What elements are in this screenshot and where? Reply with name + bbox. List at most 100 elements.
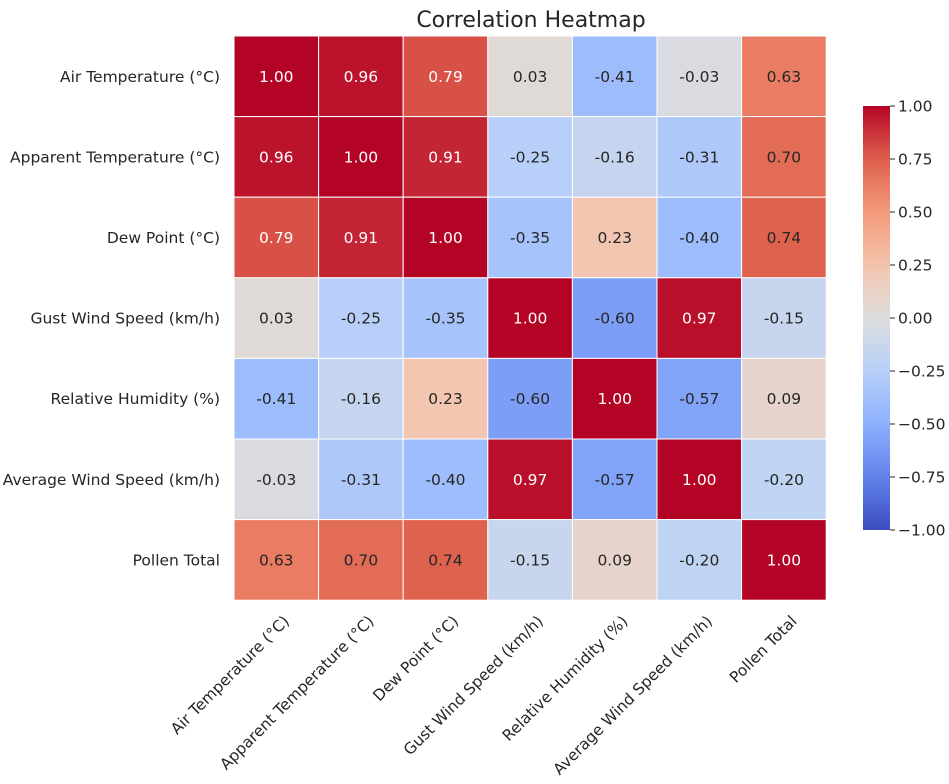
cell-value-label: -0.40 — [425, 471, 465, 489]
cell-value-label: 1.00 — [428, 229, 463, 247]
colorbar-tick-label: 0.25 — [898, 257, 933, 275]
cell-value-label: 1.00 — [344, 148, 379, 166]
colorbar-tick-label: 0.00 — [898, 310, 933, 328]
colorbar-tick-label: 1.00 — [898, 98, 933, 116]
row-tick-label: Pollen Total — [133, 551, 220, 569]
colorbar-gradient — [863, 106, 890, 530]
heatmap-cell — [402, 116, 489, 198]
cell-value-label: 0.96 — [344, 68, 379, 86]
heatmap-cell — [233, 519, 320, 601]
cell-value-label: -0.16 — [341, 390, 381, 408]
heatmap-cell — [741, 196, 827, 279]
cell-value-label: 0.97 — [682, 310, 717, 328]
cell-value-label: -0.57 — [595, 471, 635, 489]
heatmap-cell — [656, 196, 743, 279]
row-tick-label: Apparent Temperature (°C) — [10, 148, 220, 166]
colorbar: 1.00 0.75 0.50 0.25 0.00 −0.25 −0.50 −0.75 −1.00 — [863, 98, 946, 540]
heatmap-cell — [233, 277, 320, 359]
cell-value-label: -0.60 — [595, 310, 635, 328]
heatmap-cell — [233, 438, 320, 521]
heatmap-cell — [656, 35, 743, 118]
cell-value-label: 1.00 — [259, 68, 294, 86]
heatmap-cell — [571, 196, 658, 279]
cell-value-label: 0.23 — [597, 229, 632, 247]
cell-value-label: -0.03 — [679, 68, 719, 86]
row-tick-label: Gust Wind Speed (km/h) — [30, 310, 220, 328]
heatmap-cell — [656, 277, 743, 359]
heatmap-cell — [487, 519, 573, 601]
heatmap-cell — [571, 519, 658, 601]
colorbar-tick-label: −1.00 — [898, 522, 946, 540]
heatmap-cell — [233, 35, 320, 118]
cell-value-label: 0.70 — [344, 551, 379, 569]
row-tick-label: Average Wind Speed (km/h) — [3, 471, 220, 489]
heatmap-cell — [571, 35, 658, 118]
cell-value-label: 1.00 — [682, 471, 717, 489]
cell-value-label: -0.35 — [425, 310, 465, 328]
column-tick-label: Apparent Temperature (°C) — [216, 612, 377, 773]
colorbar-tick-label: −0.25 — [898, 363, 946, 381]
heatmap-cell — [741, 438, 827, 521]
heatmap-cell — [487, 196, 573, 279]
cell-value-label: -0.25 — [510, 148, 550, 166]
heatmap-cell — [402, 196, 489, 279]
cell-value-label: -0.20 — [764, 471, 804, 489]
heatmap-cell — [741, 519, 827, 601]
heatmap-cell — [233, 116, 320, 198]
chart-title: Correlation Heatmap — [416, 8, 645, 33]
cell-value-label: 0.70 — [767, 148, 802, 166]
heatmap-cell — [402, 438, 489, 521]
heatmap-cell — [741, 357, 827, 440]
cell-value-label: 1.00 — [513, 310, 548, 328]
column-tick-label: Pollen Total — [726, 612, 801, 687]
cell-value-label: -0.40 — [679, 229, 719, 247]
heatmap-cells: 1.00 0.96 0.79 0.03 -0.41 -0.03 0.63 0.96 1.00 0.… — [233, 35, 827, 601]
heatmap-cell — [656, 116, 743, 198]
heatmap-cell — [402, 35, 489, 118]
heatmap-cell — [318, 35, 404, 118]
cell-value-label: -0.35 — [510, 229, 550, 247]
cell-value-label: 0.91 — [428, 148, 463, 166]
row-tick-label: Air Temperature (°C) — [60, 68, 220, 86]
heatmap-cell — [487, 277, 573, 359]
cell-value-label: 0.23 — [428, 390, 463, 408]
heatmap-cell — [741, 116, 827, 198]
heatmap-cell — [571, 116, 658, 198]
cell-value-label: -0.15 — [764, 310, 804, 328]
cell-value-label: 0.74 — [767, 229, 802, 247]
cell-value-label: -0.41 — [595, 68, 635, 86]
heatmap-cell — [318, 196, 404, 279]
column-tick-labels: Air Temperature (°C)Apparent Temperature… — [167, 612, 800, 778]
cell-value-label: 0.03 — [259, 310, 294, 328]
cell-value-label: -0.03 — [256, 471, 296, 489]
row-tick-label: Dew Point (°C) — [107, 229, 220, 247]
cell-value-label: -0.31 — [679, 148, 719, 166]
column-tick-label: Average Wind Speed (km/h) — [550, 612, 716, 778]
row-tick-label: Relative Humidity (%) — [51, 390, 220, 408]
cell-value-label: 0.79 — [428, 68, 463, 86]
cell-value-label: -0.57 — [679, 390, 719, 408]
cell-value-label: -0.16 — [595, 148, 635, 166]
cell-value-label: -0.41 — [256, 390, 296, 408]
cell-value-label: 0.63 — [767, 68, 802, 86]
heatmap-cell — [318, 438, 404, 521]
heatmap-cell — [318, 277, 404, 359]
heatmap-cell — [402, 357, 489, 440]
cell-value-label: -0.20 — [679, 551, 719, 569]
heatmap-cell — [487, 438, 573, 521]
cell-value-label: 0.09 — [597, 551, 632, 569]
cell-value-label: -0.60 — [510, 390, 550, 408]
cell-value-label: -0.31 — [341, 471, 381, 489]
row-tick-labels: Air Temperature (°C) Apparent Temperature… — [3, 68, 220, 570]
colorbar-tick-label: −0.50 — [898, 416, 946, 434]
heatmap-cell — [233, 357, 320, 440]
cell-value-label: 0.91 — [344, 229, 379, 247]
cell-value-label: 0.96 — [259, 148, 294, 166]
heatmap-cell — [656, 519, 743, 601]
heatmap-cell — [402, 519, 489, 601]
cell-value-label: 0.09 — [767, 390, 802, 408]
cell-value-label: -0.25 — [341, 310, 381, 328]
cell-value-label: 1.00 — [767, 551, 802, 569]
cell-value-label: 0.03 — [513, 68, 548, 86]
